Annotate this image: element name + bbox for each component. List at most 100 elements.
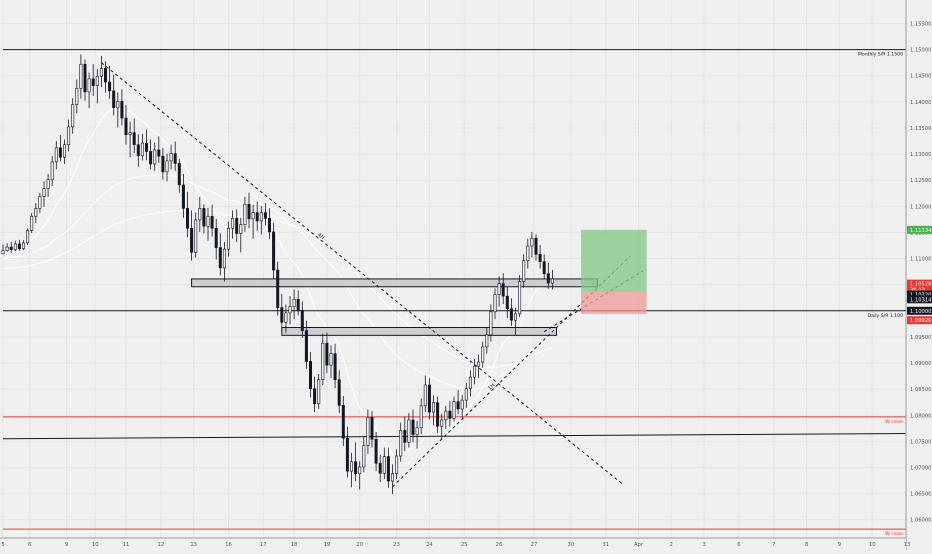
candle-body xyxy=(136,144,140,156)
candle xyxy=(157,136,161,163)
candle xyxy=(247,192,251,229)
price-tick-label: 1.14000 xyxy=(910,100,931,106)
time-tick-label: 10 xyxy=(92,542,99,548)
candle-body xyxy=(75,87,79,105)
candle xyxy=(497,276,501,307)
candle-body xyxy=(518,281,522,315)
time-tick-label: 11 xyxy=(123,542,130,548)
candle xyxy=(222,241,226,282)
time-tick-label: 10 xyxy=(869,542,876,548)
candle xyxy=(206,207,210,241)
candle xyxy=(26,228,30,245)
candle-body xyxy=(349,461,353,472)
moving-averages xyxy=(2,107,553,455)
support-zone-upper[interactable] xyxy=(191,278,598,288)
candle-body xyxy=(472,365,476,378)
candle-body xyxy=(415,427,419,435)
candle xyxy=(333,343,337,389)
candle-body xyxy=(366,417,370,446)
price-tick-label: 1.13500 xyxy=(910,126,931,132)
trend-line-0[interactable] xyxy=(101,62,623,485)
candle-body xyxy=(267,218,271,233)
time-tick-label: 31 xyxy=(602,542,609,548)
price-tick-label: 1.14500 xyxy=(910,74,931,80)
time-tick-label: 6 xyxy=(28,542,31,548)
candle xyxy=(440,413,444,440)
candle xyxy=(87,72,91,109)
candle-body xyxy=(345,437,349,472)
candle xyxy=(145,129,149,161)
candle xyxy=(42,181,46,207)
stop-zone[interactable] xyxy=(581,291,647,314)
candle xyxy=(149,139,153,170)
candle-body xyxy=(83,63,87,93)
line-labels: Monthly S/R 1.1500 Daily S/R 1.100 W close… xyxy=(858,52,903,537)
candle-body xyxy=(161,155,165,173)
candle-body xyxy=(50,161,54,180)
candle-body xyxy=(186,208,190,229)
time-axis[interactable]: 5 6 9 10 11 12 13 16 17 18 19 20 23 24 25 26 27 30 31 Apr 2 3… xyxy=(0,537,910,550)
candle-body xyxy=(399,430,403,457)
candle-body xyxy=(214,227,218,248)
time-tick-label: Apr xyxy=(634,542,644,548)
candle xyxy=(304,320,308,369)
horizontal-line-3[interactable] xyxy=(2,433,907,440)
time-tick-label: 27 xyxy=(531,542,538,548)
price-axis[interactable]: 1.15500 1.15000 1.14500 1.14000 1.13500 1.130… xyxy=(905,0,932,550)
candle-body xyxy=(354,461,358,475)
candle xyxy=(21,240,25,251)
candle xyxy=(337,370,341,414)
candle-body xyxy=(468,376,472,389)
candle-body xyxy=(128,132,132,136)
candle-body xyxy=(181,184,185,209)
candle-body xyxy=(104,68,108,83)
candle-body xyxy=(206,215,210,227)
candle-body xyxy=(165,160,169,173)
candle xyxy=(62,139,66,165)
candle-body xyxy=(329,353,333,366)
candle xyxy=(308,352,312,398)
candle xyxy=(280,294,284,331)
support-zone-lower[interactable] xyxy=(281,327,557,336)
time-tick-label: 26 xyxy=(496,542,503,548)
candle xyxy=(79,54,83,99)
candle-body xyxy=(9,246,13,250)
candle xyxy=(542,254,546,279)
price-badge xyxy=(907,279,932,288)
price-badge-label: 1.10314 xyxy=(910,297,932,303)
candle xyxy=(395,449,399,479)
horizontal-line-label: Monthly S/R 1.1500 xyxy=(858,52,903,58)
candle-body xyxy=(140,142,144,156)
candle-body xyxy=(431,402,435,413)
candle-body xyxy=(427,384,431,413)
candle xyxy=(239,217,243,253)
candle xyxy=(181,173,185,218)
time-tick-label: 12 xyxy=(158,542,165,548)
candle-body xyxy=(292,298,296,307)
candle-body xyxy=(304,330,308,362)
candle xyxy=(116,92,120,128)
candle-body xyxy=(157,149,161,157)
candle-body xyxy=(284,312,288,323)
candle-body xyxy=(370,417,374,440)
candle xyxy=(272,223,276,279)
price-tick-label: 1.08500 xyxy=(910,387,931,393)
candle xyxy=(276,261,280,316)
trend-line-label: 1H xyxy=(487,382,496,391)
long-position-tool[interactable] xyxy=(581,229,647,314)
candle-body xyxy=(202,208,206,227)
candle xyxy=(259,205,263,235)
price-tick-label: 1.13000 xyxy=(910,152,931,158)
candle-body xyxy=(263,212,267,219)
profit-zone[interactable] xyxy=(581,229,647,292)
candle-body xyxy=(378,463,382,474)
candle-body xyxy=(464,388,468,401)
time-tick-label: 30 xyxy=(568,542,575,548)
candle-body xyxy=(493,294,497,313)
candle xyxy=(522,254,526,288)
candle xyxy=(288,296,292,325)
candle-body xyxy=(227,227,231,250)
candle-body xyxy=(509,308,513,321)
